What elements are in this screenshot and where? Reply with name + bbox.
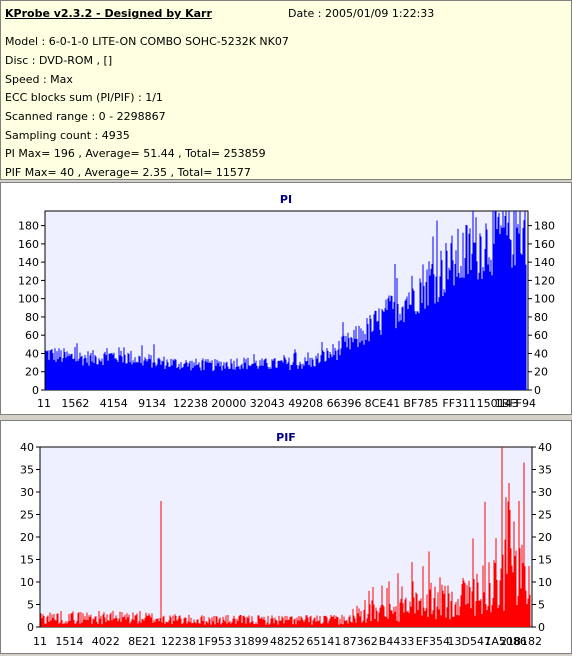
pi-stats-line: PI Max= 196 , Average= 51.44 , Total= 25… <box>5 147 266 160</box>
pi-ytick-label-left: 120 <box>18 274 39 287</box>
pif-xtick-label: 1A5086 <box>484 635 527 648</box>
pi-xtick-label: 20000 <box>211 397 246 410</box>
speed-line: Speed : Max <box>5 73 73 86</box>
pif-xtick-label: 87362 <box>343 635 378 648</box>
pi-chart-panel: PI 0 0 20 20 40 40 60 60 80 80 100 100 120 120 140 140 16… <box>0 182 572 415</box>
pif-ytick-label-right: 35 <box>538 464 552 477</box>
pif-xtick-label: B4433 <box>379 635 415 648</box>
model-line: Model : 6-0-1-0 LITE-ON COMBO SOHC-5232K… <box>5 35 289 48</box>
pi-xtick-label: BF785 <box>403 397 438 410</box>
pif-xtick-label: 65141 <box>306 635 341 648</box>
pi-xtick-label: 4154 <box>100 397 128 410</box>
pi-ytick-label-right: 20 <box>534 366 548 379</box>
pi-ytick-label-left: 60 <box>25 329 39 342</box>
pif-xtick-label: 48252 <box>270 635 305 648</box>
pi-ytick-label-right: 40 <box>534 347 548 360</box>
pif-ytick-label-right: 15 <box>538 554 552 567</box>
pi-xtick-label: 150143 <box>477 397 519 410</box>
pif-xtick-label: 13D547 <box>448 635 491 648</box>
pif-plot-area <box>39 446 533 628</box>
pif-ytick-label-right: 20 <box>538 531 552 544</box>
pif-ytick-label-right: 10 <box>538 576 552 589</box>
pi-xtick-label: 1BFF94 <box>495 397 536 410</box>
pi-ytick-label-right: 120 <box>534 274 555 287</box>
pi-ytick-label-right: 0 <box>534 384 541 397</box>
pif-ytick-label-left: 40 <box>20 441 34 454</box>
pi-ytick-label-right: 160 <box>534 238 555 251</box>
pif-xtick-label: 1514 <box>55 635 83 648</box>
pi-xtick-label: 1562 <box>61 397 89 410</box>
scan-date: Date : 2005/01/09 1:22:33 <box>288 7 435 20</box>
pi-xtick-label: 66396 <box>327 397 362 410</box>
pi-chart-title: PI <box>280 193 292 206</box>
pi-ytick-label-right: 60 <box>534 329 548 342</box>
pif-xtick-label: 1F953 <box>198 635 232 648</box>
pi-ytick-label-right: 140 <box>534 256 555 269</box>
pi-ytick-label-left: 140 <box>18 256 39 269</box>
pif-chart: PIF 0 0 5 5 10 10 15 15 20 20 25 25 30 30 35 35 40 40 11 151… <box>20 431 552 648</box>
pi-ytick-label-left: 180 <box>18 220 39 233</box>
pi-xtick-label: 49208 <box>288 397 323 410</box>
pif-ytick-label-right: 30 <box>538 486 552 499</box>
ecc-line: ECC blocks sum (PI/PIF) : 1/1 <box>5 91 163 104</box>
scanned-range-line: Scanned range : 0 - 2298867 <box>5 110 166 123</box>
pi-xtick-label: 11 <box>37 397 51 410</box>
pif-ytick-label-left: 5 <box>27 599 34 612</box>
pi-ytick-label-right: 180 <box>534 220 555 233</box>
pif-xtick-label: 11 <box>33 635 47 648</box>
pif-ytick-label-right: 0 <box>538 621 545 634</box>
sampling-count-line: Sampling count : 4935 <box>5 129 130 142</box>
pif-xtick-label: 12238 <box>161 635 196 648</box>
pif-ytick-label-right: 25 <box>538 509 552 522</box>
pi-xtick-label: 9134 <box>138 397 166 410</box>
pif-ytick-label-left: 30 <box>20 486 34 499</box>
pi-ytick-label-left: 0 <box>32 384 39 397</box>
app-title: KProbe v2.3.2 - Designed by Karr <box>5 7 212 20</box>
pi-ytick-label-right: 80 <box>534 311 548 324</box>
pif-ytick-label-left: 20 <box>20 531 34 544</box>
pif-ytick-label-right: 5 <box>538 599 545 612</box>
pif-chart-panel: PIF 0 0 5 5 10 10 15 15 20 20 25 25 30 30 35 35 40 40 11 151… <box>0 420 572 654</box>
pif-series <box>40 447 531 627</box>
pi-xtick-label: 12238 <box>173 397 208 410</box>
pif-xtick-label: 8E21 <box>128 635 156 648</box>
pif-chart-title: PIF <box>276 431 296 444</box>
pi-xtick-label: 8CE41 <box>365 397 401 410</box>
pi-ytick-label-left: 160 <box>18 238 39 251</box>
pif-ytick-label-right: 40 <box>538 441 552 454</box>
pi-xtick-label: 32043 <box>250 397 285 410</box>
pi-ytick-label-left: 100 <box>18 293 39 306</box>
pif-ytick-label-left: 0 <box>27 621 34 634</box>
disc-line: Disc : DVD-ROM , [] <box>5 54 113 67</box>
pi-chart: PI 0 0 20 20 40 40 60 60 80 80 100 100 120 120 140 140 16… <box>18 193 555 410</box>
pif-ytick-label-left: 35 <box>20 464 34 477</box>
pi-xtick-label: FF311 <box>442 397 476 410</box>
pi-ytick-label-left: 40 <box>25 347 39 360</box>
pi-ytick-label-left: 20 <box>25 366 39 379</box>
pif-xtick-label: 31899 <box>234 635 269 648</box>
info-panel: KProbe v2.3.2 - Designed by Karr Date : … <box>0 0 572 180</box>
pif-ytick-label-left: 25 <box>20 509 34 522</box>
pif-xtick-label: 218182 <box>500 635 542 648</box>
pi-ytick-label-right: 100 <box>534 293 555 306</box>
pif-xtick-label: 4022 <box>92 635 120 648</box>
pif-stats-line: PIF Max= 40 , Average= 2.35 , Total= 115… <box>5 166 251 179</box>
pi-series <box>45 211 527 390</box>
pif-ytick-label-left: 15 <box>20 554 34 567</box>
pif-ytick-label-left: 10 <box>20 576 34 589</box>
pi-ytick-label-left: 80 <box>25 311 39 324</box>
pif-xtick-label: EF354 <box>416 635 450 648</box>
